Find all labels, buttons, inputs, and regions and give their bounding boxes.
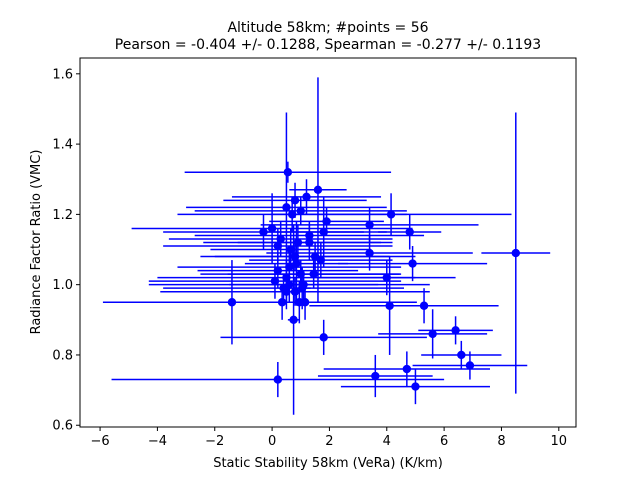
data-point-group	[249, 242, 393, 278]
data-point-group	[111, 361, 445, 398]
data-point-group	[131, 193, 413, 264]
data-point	[309, 269, 318, 279]
data-point-group	[293, 267, 311, 310]
data-point	[402, 364, 412, 374]
data-point	[408, 259, 417, 268]
data-point	[411, 382, 420, 391]
data-point	[273, 241, 283, 251]
data-point-group	[231, 179, 382, 215]
y-axis-label: Radiance Factor Ratio (VMC)	[29, 150, 44, 335]
data-point	[282, 203, 291, 212]
x-tick-label: 6	[440, 434, 448, 449]
data-point-group	[211, 274, 361, 310]
data-point	[365, 220, 374, 230]
data-point-group	[378, 309, 488, 359]
data-point	[273, 266, 283, 275]
data-point	[511, 248, 520, 258]
data-point	[319, 333, 328, 342]
data-point	[457, 350, 466, 360]
x-axis-label: Static Stability 58km (VeRa) (K/km)	[213, 456, 443, 471]
data-point	[365, 248, 374, 258]
data-point	[273, 375, 283, 384]
x-tick-label: 8	[497, 434, 505, 449]
data-point	[465, 361, 475, 370]
x-tick-label: 10	[551, 434, 568, 449]
chart-title-line-1: Altitude 58km; #points = 56	[227, 20, 428, 36]
y-tick-label: 1.0	[52, 278, 73, 293]
data-point-group	[227, 260, 400, 289]
data-layer	[102, 77, 551, 415]
data-point-group	[168, 221, 393, 257]
data-point-group	[481, 112, 551, 394]
data-point	[283, 168, 293, 177]
data-point-group	[340, 369, 490, 405]
data-point	[322, 217, 331, 226]
data-point-group	[289, 77, 347, 303]
data-point-group	[220, 319, 427, 355]
data-point-group	[177, 196, 407, 232]
data-point	[371, 371, 380, 381]
data-point	[313, 185, 323, 194]
data-point-group	[349, 288, 499, 324]
x-tick-label: 4	[383, 434, 391, 449]
data-point	[296, 206, 305, 216]
data-point	[405, 227, 414, 237]
data-point-group	[148, 263, 402, 299]
data-point-group	[338, 246, 488, 282]
data-point-group	[317, 354, 433, 398]
data-point	[428, 329, 437, 339]
x-tick-label: 2	[325, 434, 333, 449]
x-tick-label: −2	[205, 434, 224, 449]
data-point-group	[287, 224, 300, 415]
data-point-group	[266, 235, 473, 271]
data-point	[259, 227, 268, 237]
data-point	[276, 234, 285, 244]
data-point-group	[194, 196, 407, 225]
data-point	[316, 255, 326, 265]
data-point	[305, 231, 314, 240]
y-tick-label: 0.8	[52, 348, 73, 363]
x-tick-label: −4	[148, 434, 167, 449]
data-point-group	[378, 214, 442, 250]
data-point	[290, 196, 300, 205]
x-tick-label: 0	[268, 434, 276, 449]
data-point	[300, 298, 310, 307]
data-point	[419, 301, 429, 310]
data-point	[289, 315, 298, 325]
y-tick-label: 1.4	[52, 138, 73, 153]
data-point	[267, 224, 277, 233]
data-point-group	[317, 260, 456, 296]
y-tick-label: 0.6	[52, 419, 73, 434]
data-point-group	[421, 340, 502, 370]
x-axis: −6 −4 −2 0 2 4 6 8 10	[90, 427, 567, 449]
data-point	[287, 210, 297, 219]
data-point-group	[244, 221, 349, 306]
data-point-group	[323, 351, 490, 387]
data-point-group	[194, 221, 425, 250]
plot-frame	[79, 57, 577, 428]
data-point	[292, 259, 301, 268]
data-point	[270, 276, 280, 286]
data-point	[382, 273, 391, 282]
data-point-group	[412, 351, 528, 380]
data-point	[297, 283, 307, 293]
x-tick-label: −6	[90, 434, 109, 449]
y-axis: 0.6 0.8 1.0 1.2 1.4 1.6	[52, 67, 80, 434]
data-point	[302, 192, 311, 202]
data-point	[286, 245, 295, 254]
data-point-group	[269, 207, 384, 236]
data-point-group	[163, 214, 364, 250]
data-point	[451, 326, 460, 335]
data-point	[282, 287, 291, 296]
y-tick-label: 1.6	[52, 67, 73, 82]
chart-title-line-2: Pearson = -0.404 +/- 0.1288, Spearman = …	[115, 37, 541, 53]
y-tick-label: 1.2	[52, 208, 73, 223]
